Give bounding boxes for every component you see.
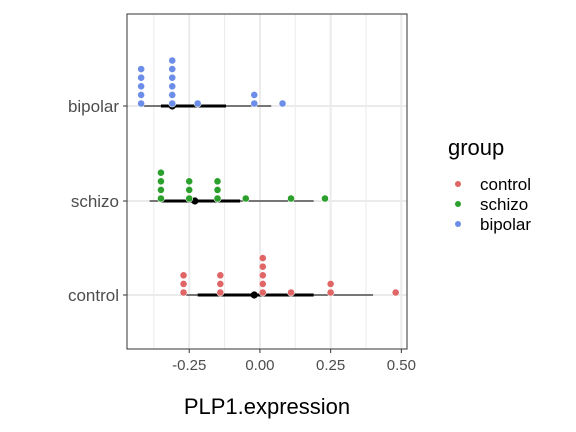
bipolar-legend-key — [455, 221, 461, 227]
x-tick-label: 0.50 — [387, 357, 416, 374]
bipolar-dot — [137, 91, 146, 99]
control-dot — [258, 271, 267, 280]
control-dot — [258, 279, 267, 288]
control-dot — [391, 288, 400, 297]
bipolar-dot — [137, 65, 146, 73]
control-dot — [258, 254, 267, 262]
axes: -0.25 0.00 0.25 0.50 control schizo bipolar — [68, 97, 416, 374]
bipolar-dot — [168, 91, 177, 99]
schizo-legend-label: schizo — [480, 195, 528, 214]
schizo-dot — [157, 177, 165, 186]
control-legend-label: control — [480, 175, 531, 194]
bipolar-dot — [137, 99, 146, 108]
schizo-dot — [157, 185, 165, 194]
bipolar-dot — [137, 73, 146, 82]
schizo-dot — [287, 194, 295, 203]
bipolar-dot — [250, 99, 259, 108]
control-dot — [216, 279, 225, 288]
control-mean-point — [250, 291, 258, 299]
y-tick-label: bipolar — [68, 97, 119, 116]
schizo-dot — [157, 194, 165, 203]
bipolar-dot — [168, 56, 177, 65]
bipolar-dot — [168, 65, 177, 73]
bipolar-legend-label: bipolar — [480, 215, 531, 234]
control-dot — [179, 271, 188, 280]
x-tick-label: 0.25 — [316, 357, 345, 374]
y-tick-label: control — [68, 286, 119, 305]
plot-panel-border — [126, 13, 408, 350]
x-axis-title: PLP1.expression — [184, 394, 350, 419]
summary-intervals — [141, 102, 374, 299]
schizo-legend-key — [455, 201, 461, 207]
x-tick-label: -0.25 — [172, 357, 206, 374]
bipolar-dot — [250, 91, 259, 99]
schizo-dot — [185, 185, 194, 194]
grid — [127, 14, 407, 349]
control-dot — [179, 288, 188, 297]
schizo-dot — [213, 194, 222, 203]
bipolar-dot — [168, 73, 177, 82]
dot-layer — [137, 56, 400, 297]
schizo-dot — [241, 194, 250, 203]
bipolar-dot — [278, 99, 287, 108]
bipolar-dot — [193, 99, 202, 108]
control-dot — [258, 262, 267, 271]
y-tick-label: schizo — [71, 192, 119, 211]
schizo-dot — [157, 168, 165, 177]
control-dot — [287, 288, 295, 297]
schizo-dot — [213, 185, 222, 194]
schizo-dot — [185, 194, 194, 203]
schizo-dot — [185, 177, 194, 186]
schizo-mean-point — [191, 197, 199, 205]
bipolar-dot — [168, 99, 177, 108]
legend-title: group — [448, 135, 504, 160]
bipolar-dot — [168, 82, 177, 91]
schizo-dot — [213, 177, 222, 186]
x-tick-label: 0.00 — [245, 357, 274, 374]
control-dot — [258, 288, 267, 297]
schizo-dot — [321, 194, 329, 203]
control-dot — [179, 279, 188, 288]
control-dot — [326, 279, 335, 288]
control-legend-key — [455, 181, 461, 187]
bipolar-dot — [137, 82, 146, 91]
control-dot — [216, 288, 225, 297]
control-dot — [216, 271, 225, 280]
control-dot — [326, 288, 335, 297]
